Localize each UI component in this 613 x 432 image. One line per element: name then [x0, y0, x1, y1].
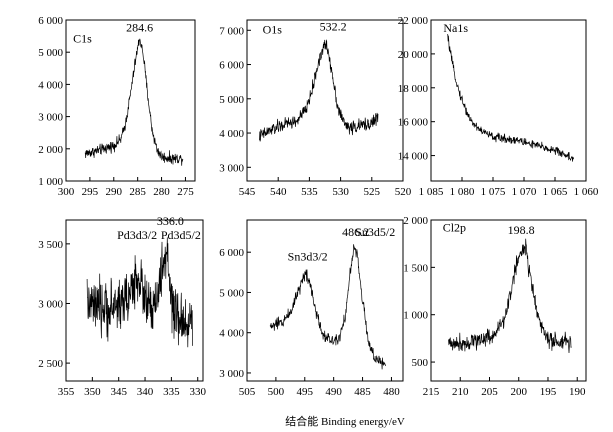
- y-tick-label: 3 000: [219, 368, 244, 380]
- y-tick-label: 3 500: [38, 239, 63, 251]
- spectrum-line-cl2p: [448, 238, 572, 354]
- x-tick-label: 190: [569, 386, 586, 398]
- x-tick-label: 295: [82, 186, 99, 198]
- y-tick-label: 7 000: [219, 25, 244, 37]
- y-tick-label: 4 000: [219, 328, 244, 340]
- x-tick-label: 525: [364, 186, 381, 198]
- y-tick-label: 5 000: [219, 287, 244, 299]
- peak-label-sn3d: 486.2: [342, 225, 369, 239]
- panel-name-cl2p: Cl2p: [443, 220, 466, 234]
- x-tick-label: 545: [239, 186, 256, 198]
- x-tick-label: 215: [423, 386, 440, 398]
- spectrum-line-sn3d: [269, 244, 387, 370]
- y-tick-label: 6 000: [219, 247, 244, 259]
- panel-name-c1s: C1s: [73, 32, 92, 46]
- spectrum-line-na1s: [447, 33, 574, 162]
- y-tick-label: 500: [412, 357, 429, 369]
- panel-o1s: 545 540 535 530 525 520 3 000 4 000 5 000 6 000 7 …: [219, 19, 412, 198]
- x-tick-label: 280: [153, 186, 170, 198]
- peak-label-cl2p: 198.8: [508, 223, 535, 237]
- peak-label-sn3d: Sn3d3/2: [288, 249, 328, 263]
- x-tick-label: 1 080: [450, 186, 475, 198]
- x-tick-label: 330: [189, 386, 206, 398]
- x-tick-label: 495: [297, 386, 314, 398]
- x-tick-label: 1 085: [419, 186, 444, 198]
- x-tick-label: 500: [268, 386, 285, 398]
- panel-c1s: 300 295 290 285 280 275 1 000 2 000 3 000 4 000 5 …: [38, 15, 196, 198]
- spectrum-line-c1s: [84, 38, 184, 166]
- y-tick-label: 3 000: [38, 298, 63, 310]
- y-tick-label: 4 000: [219, 128, 244, 140]
- y-tick-label: 3 000: [38, 112, 63, 124]
- x-tick-label: 1 075: [481, 186, 506, 198]
- panel-cl2p: 215 210 205 200 195 190 500 1 000 1 500 2 000 Cl2p…: [403, 215, 587, 398]
- peak-label-pd3d: Pd3d3/2: [117, 228, 157, 242]
- x-tick-label: 535: [301, 186, 318, 198]
- peak-label-pd3d: 336.0: [157, 214, 184, 228]
- x-tick-label: 300: [58, 186, 75, 198]
- panels-group: 300 295 290 285 280 275 1 000 2 000 3 000 4 000 5 …: [38, 15, 599, 398]
- x-tick-label: 195: [540, 386, 557, 398]
- spectrum-line-pd3d: [86, 237, 193, 348]
- panel-frame: [246, 19, 404, 182]
- y-tick-label: 1 000: [403, 310, 428, 322]
- panel-frame: [246, 219, 404, 382]
- x-tick-label: 1 065: [543, 186, 568, 198]
- x-tick-label: 540: [270, 186, 287, 198]
- peak-label-sn3d: Sn3d5/2: [355, 225, 395, 239]
- panel-frame: [430, 19, 587, 182]
- x-tick-label: 200: [510, 386, 527, 398]
- x-tick-label: 285: [129, 186, 146, 198]
- x-tick-label: 1 060: [574, 186, 599, 198]
- y-tick-label: 1 500: [403, 262, 428, 274]
- y-tick-label: 20 000: [398, 49, 429, 61]
- y-tick-label: 3 000: [219, 162, 244, 174]
- x-tick-label: 290: [106, 186, 123, 198]
- figure-x-caption: 结合能 Binding energy/eV: [285, 414, 405, 428]
- x-tick-label: 355: [58, 386, 75, 398]
- x-tick-label: 530: [332, 186, 349, 198]
- x-tick-label: 1 070: [512, 186, 537, 198]
- y-tick-label: 2 500: [38, 358, 63, 370]
- y-tick-label: 16 000: [398, 117, 429, 129]
- y-tick-label: 1 000: [38, 176, 63, 188]
- y-tick-label: 6 000: [219, 60, 244, 72]
- panel-pd3d: 355 350 345 340 335 330 2 500 3 000 3 500 Pd3d3/2…: [38, 214, 206, 398]
- panel-frame: [430, 219, 587, 382]
- panel-sn3d: 505 500 495 490 485 480 3 000 4 000 5 000 6 000 Sn…: [219, 219, 404, 398]
- y-tick-label: 14 000: [398, 151, 429, 163]
- y-tick-label: 6 000: [38, 15, 63, 27]
- x-tick-label: 335: [163, 386, 180, 398]
- x-tick-label: 210: [452, 386, 469, 398]
- x-tick-label: 520: [395, 186, 412, 198]
- x-tick-label: 480: [383, 386, 400, 398]
- panel-name-o1s: O1s: [263, 23, 283, 37]
- y-tick-label: 2 000: [403, 215, 428, 227]
- panel-name-na1s: Na1s: [443, 21, 468, 35]
- panel-frame: [65, 19, 196, 182]
- y-tick-label: 4 000: [38, 79, 63, 91]
- x-tick-label: 205: [481, 386, 498, 398]
- y-tick-label: 5 000: [219, 94, 244, 106]
- x-tick-label: 485: [354, 386, 371, 398]
- y-tick-label: 5 000: [38, 47, 63, 59]
- peak-label-o1s: 532.2: [320, 19, 347, 33]
- x-tick-label: 340: [137, 386, 154, 398]
- panel-na1s: 1 085 1 080 1 075 1 070 1 065 1 060 14 000 16 0…: [398, 15, 599, 198]
- spectrum-line-o1s: [259, 39, 379, 142]
- y-tick-label: 2 000: [38, 144, 63, 156]
- peak-label-pd3d: Pd3d5/2: [161, 228, 201, 242]
- peak-label-c1s: 284.6: [126, 20, 153, 34]
- y-tick-label: 18 000: [398, 83, 429, 95]
- y-tick-label: 22 000: [398, 15, 429, 27]
- x-tick-label: 345: [110, 386, 127, 398]
- x-tick-label: 505: [239, 386, 256, 398]
- x-tick-label: 275: [177, 186, 194, 198]
- panel-frame: [65, 219, 204, 382]
- x-tick-label: 490: [325, 386, 342, 398]
- x-tick-label: 350: [84, 386, 101, 398]
